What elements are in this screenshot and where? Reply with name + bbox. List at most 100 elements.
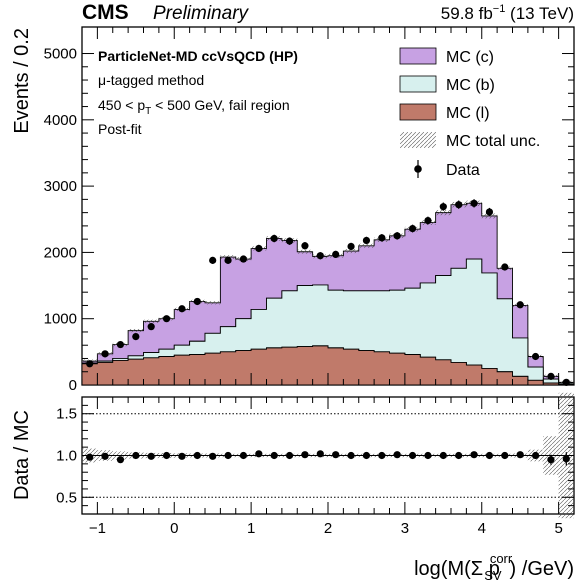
y-tick-label: 3000 (44, 178, 77, 195)
data-point (178, 305, 186, 313)
ratio-point (316, 450, 324, 458)
data-point (255, 244, 263, 253)
annotation-postfit: Post-fit (98, 121, 142, 137)
ratio-point (439, 451, 447, 460)
ratio-point (285, 451, 294, 460)
ratio-point (516, 451, 524, 459)
preliminary-label: Preliminary (153, 3, 250, 24)
ratio-point (301, 451, 309, 459)
data-point (301, 242, 309, 250)
stack-mc-l (81, 345, 575, 386)
y-tick-label: 4000 (44, 112, 77, 129)
ratio-point (239, 451, 248, 460)
annotation-pt-range: 450 < pT < 500 GeV, fail region (98, 97, 290, 117)
ratio-point (255, 450, 263, 458)
ratio-point (209, 452, 217, 460)
ratio-point (193, 451, 201, 460)
unc-band (358, 243, 375, 248)
legend: MC (c) MC (b) MC (l) MC total unc. Data (399, 47, 540, 179)
data-point (285, 237, 294, 245)
data-point (209, 256, 217, 264)
ratio-point (501, 451, 509, 460)
ratio-plot (82, 392, 574, 519)
unc-band (128, 328, 144, 333)
data-point (501, 263, 509, 271)
stacked-histogram (81, 199, 575, 386)
data-point (562, 378, 570, 386)
x-tick-label: 5 (554, 520, 562, 537)
data-point (424, 216, 432, 225)
bottom-y-axis-label: Data / MC (11, 410, 33, 500)
unc-band (205, 301, 221, 305)
ratio-point (116, 456, 125, 464)
ratio-point (378, 451, 386, 460)
legend-label-unc: MC total unc. (446, 133, 540, 150)
ratio-point (424, 451, 432, 460)
ratio-point (101, 452, 109, 460)
annotation-tagger: ParticleNet-MD ccVsQCD (HP) (98, 48, 298, 64)
x-tick-label: 4 (478, 520, 486, 537)
data-point (378, 234, 386, 242)
data-point (162, 315, 171, 323)
ratio-point (485, 451, 494, 460)
ratio-point (470, 451, 478, 459)
unc-band (297, 249, 313, 254)
data-point (101, 350, 109, 358)
ratio-point (455, 451, 463, 460)
x-axis-label: log(M(Σ pcorr SV) /GeV) (414, 551, 574, 583)
data-point (316, 252, 324, 260)
ratio-point (547, 456, 555, 464)
legend-swatch-mc-l (399, 103, 437, 121)
data-point (455, 201, 463, 209)
ratio-point (224, 451, 232, 460)
ratio-point (531, 451, 540, 460)
legend-data-marker (414, 165, 422, 173)
data-point (86, 360, 94, 368)
ratio-y-tick-label: 0.5 (56, 489, 77, 506)
y-tick-label: 0 (69, 377, 77, 394)
unc-band (343, 249, 359, 254)
data-point (193, 297, 201, 306)
top-axes: 0 1000 2000 3000 4000 5000 (44, 27, 575, 394)
ratio-point (408, 451, 417, 460)
legend-swatch-mc-c (399, 47, 437, 65)
ratio-point (132, 451, 140, 460)
legend-label-mc-l: MC (l) (446, 105, 490, 122)
top-y-axis-label: Events / 0.2 (11, 28, 33, 134)
data-point (332, 250, 340, 258)
legend-swatch-unc (400, 132, 436, 148)
ratio-point (393, 451, 401, 459)
data-point (239, 255, 248, 263)
data-point (224, 256, 232, 264)
x-tick-label: 2 (324, 520, 332, 537)
legend-label-mc-c: MC (c) (446, 49, 494, 66)
y-tick-label: 5000 (44, 46, 77, 63)
unc-band (143, 319, 159, 324)
lumi-label: 59.8 fb−1 (13 TeV) (441, 3, 574, 23)
ratio-point (270, 451, 278, 460)
ratio-axes: 0.5 1.0 1.5 −1 0 1 2 3 4 5 (56, 396, 575, 537)
ratio-point (347, 451, 355, 460)
x-tick-label: 1 (247, 520, 255, 537)
data-point (408, 224, 417, 233)
data-point (470, 199, 478, 207)
y-tick-label: 2000 (44, 244, 77, 261)
data-point (116, 340, 125, 349)
data-point (347, 242, 355, 251)
data-point (362, 236, 371, 245)
ratio-y-tick-label: 1.0 (56, 448, 77, 465)
data-point (516, 301, 524, 309)
data-point (270, 234, 278, 243)
annotation-method: μ-tagged method (98, 72, 204, 88)
ratio-point (562, 455, 570, 463)
x-tick-label: 3 (401, 520, 409, 537)
data-point (439, 203, 447, 211)
ratio-point (147, 452, 155, 460)
ratio-y-tick-label: 1.5 (56, 406, 77, 423)
legend-swatch-mc-b (399, 75, 437, 93)
data-point (547, 372, 555, 380)
ratio-point (162, 451, 171, 460)
x-tick-label: −1 (89, 520, 106, 537)
data-point (132, 333, 140, 341)
